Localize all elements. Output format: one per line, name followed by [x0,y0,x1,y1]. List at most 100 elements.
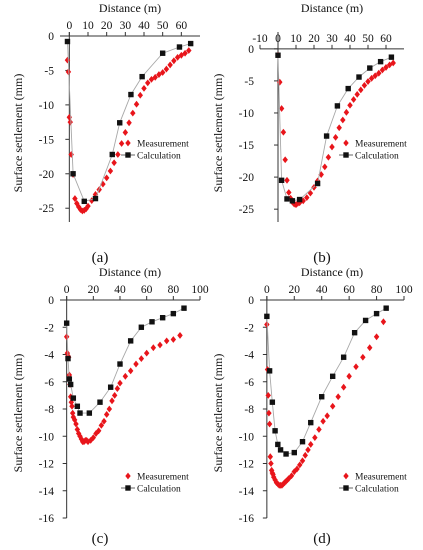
y-tick-label: -10 [239,108,255,120]
calculation-point [159,50,166,56]
measurement-point [186,47,192,54]
calculation-point [383,305,389,311]
measurement-point [122,129,129,136]
calculation-point [319,394,325,400]
panel-label: (d) [313,531,331,547]
legend-marker-calculation [343,152,349,158]
y-tick-label: -15 [239,140,255,152]
calculation-point [275,52,281,58]
y-tick-label: -2 [244,322,254,334]
calculation-point [334,103,341,109]
measurement-point [296,199,303,207]
measurement-point [308,441,314,448]
calculation-point [367,65,373,71]
calculation-point [340,354,347,360]
calculation-point [345,85,351,92]
measurement-point [280,128,287,136]
measurement-point [163,337,170,345]
measurement-point [346,372,352,380]
measurement-point [157,341,163,349]
x-tick-label: 40 [114,284,126,296]
calculation-point [109,151,115,158]
calculation-point [299,439,306,445]
calculation-point [117,361,123,367]
calculation-point [314,180,321,187]
calculation-point [362,317,369,324]
y-tick-label: -12 [39,459,55,471]
measurement-point [322,163,328,171]
y-tick-label: -16 [39,513,55,525]
measurement-point [69,402,75,410]
legend: Measurement Calculation [121,473,189,495]
calculation-point [388,54,395,60]
calculation-point [181,305,187,311]
calculation-point [67,381,74,388]
calculation-point [283,451,289,457]
x-tick-label: 50 [362,33,374,45]
calculation-point [70,395,77,401]
measurement-point [390,59,396,67]
calculation-point [159,315,166,321]
calculation-point [187,40,194,47]
measurement-point [159,69,166,76]
x-tick-label: 20 [101,20,113,32]
legend-marker-calculation [125,152,131,158]
x-tick-label: 20 [289,284,301,296]
measurement-point [100,180,106,188]
measurement-point [72,195,78,202]
x-tick-label: 20 [308,33,320,45]
measurement-point [92,191,99,198]
x-tick-label: 0 [66,20,72,32]
measurement-point [117,379,123,387]
x-tick-label: 0 [275,33,281,45]
measurement-point [332,133,339,141]
y-tick-label: -25 [39,203,55,215]
calculation-point [70,171,76,177]
calculation-point [63,320,70,326]
calculation-point [289,198,296,204]
measurement-point [360,353,366,361]
calculation-point [92,195,99,202]
x-tick-label: 30 [326,33,338,45]
y-tick-label: -5 [44,65,54,77]
measurement-point [67,118,73,126]
calculation-point [139,73,145,80]
measurement-point [171,57,177,65]
legend-label-calculation: Calculation [355,152,399,162]
calculation-point [138,324,145,330]
measurement-point [163,65,170,73]
calculation-point [127,338,134,344]
measurement-point [133,360,139,368]
x-tick-label: 60 [343,284,355,296]
x-tick-label: 100 [395,284,413,296]
measurement-point [383,64,389,71]
x-tick-label: 0 [264,284,270,296]
measurement-point [366,344,373,352]
measurement-point [103,411,110,418]
x-tick-label: 100 [191,284,209,296]
measurement-point [170,336,177,343]
legend-label-measurement: Measurement [137,140,189,150]
calculation-point [351,330,358,336]
measurement-point [304,194,310,202]
calculation-point [170,310,177,317]
y-tick-label: -6 [44,377,54,389]
measurement-point [141,84,147,92]
y-tick-label: -10 [239,431,255,443]
measurement-point [302,451,308,459]
calculation-point [66,376,73,382]
y-tick-label: -25 [239,204,255,216]
calculation-point [81,198,87,205]
measurement-point [316,426,322,433]
y-tick-label: -20 [239,172,255,184]
calculation-point [278,177,285,184]
panel-label: (c) [92,531,109,547]
series-measurement [64,47,192,215]
measurement-point [329,143,335,151]
measurement-point [266,420,273,428]
measurement-point [74,426,81,433]
calculation-point [291,449,297,456]
measurement-point [288,472,295,480]
measurement-point [297,461,303,469]
